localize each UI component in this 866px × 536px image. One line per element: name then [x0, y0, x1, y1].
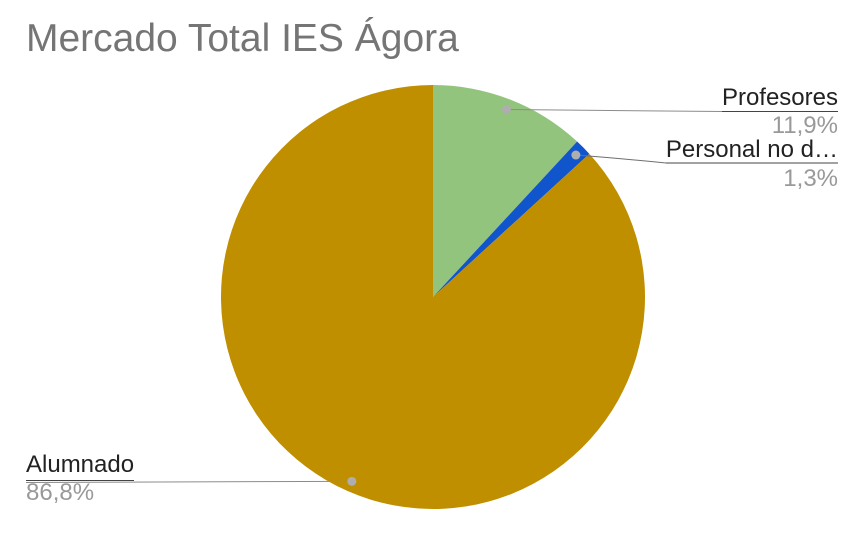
svg-text:11,9%: 11,9%	[772, 112, 838, 139]
svg-text:1,3%: 1,3%	[783, 165, 838, 192]
svg-text:Profesores: Profesores	[722, 84, 838, 111]
svg-text:86,8%: 86,8%	[26, 479, 94, 506]
svg-text:Personal no d…: Personal no d…	[666, 136, 838, 163]
svg-text:Alumnado: Alumnado	[26, 451, 134, 478]
